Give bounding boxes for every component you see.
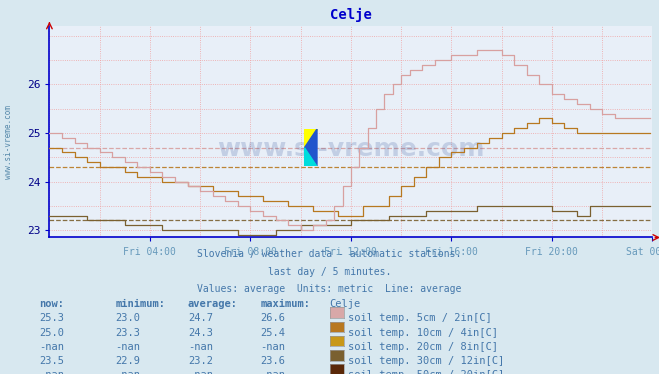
- Text: 23.5: 23.5: [40, 356, 65, 366]
- Text: -nan: -nan: [40, 342, 65, 352]
- Text: soil temp. 5cm / 2in[C]: soil temp. 5cm / 2in[C]: [348, 313, 492, 324]
- Text: 23.0: 23.0: [115, 313, 140, 324]
- Text: soil temp. 20cm / 8in[C]: soil temp. 20cm / 8in[C]: [348, 342, 498, 352]
- Text: Slovenia / weather data - automatic stations.: Slovenia / weather data - automatic stat…: [197, 249, 462, 259]
- Text: -nan: -nan: [188, 342, 213, 352]
- Text: 25.0: 25.0: [40, 328, 65, 338]
- Text: 23.2: 23.2: [188, 356, 213, 366]
- Text: soil temp. 10cm / 4in[C]: soil temp. 10cm / 4in[C]: [348, 328, 498, 338]
- Text: -nan: -nan: [260, 370, 285, 374]
- Text: last day / 5 minutes.: last day / 5 minutes.: [268, 267, 391, 278]
- Text: now:: now:: [40, 299, 65, 309]
- Text: Values: average  Units: metric  Line: average: Values: average Units: metric Line: aver…: [197, 284, 462, 294]
- Text: 23.3: 23.3: [115, 328, 140, 338]
- Text: -nan: -nan: [260, 342, 285, 352]
- Polygon shape: [304, 129, 317, 148]
- Text: -nan: -nan: [115, 370, 140, 374]
- Text: www.si-vreme.com: www.si-vreme.com: [217, 137, 484, 161]
- Text: 26.6: 26.6: [260, 313, 285, 324]
- Polygon shape: [304, 148, 317, 166]
- Text: minimum:: minimum:: [115, 299, 165, 309]
- Text: -nan: -nan: [188, 370, 213, 374]
- Text: soil temp. 30cm / 12in[C]: soil temp. 30cm / 12in[C]: [348, 356, 504, 366]
- Text: -nan: -nan: [115, 342, 140, 352]
- Title: Celje: Celje: [330, 8, 372, 22]
- Polygon shape: [304, 129, 317, 166]
- Text: 22.9: 22.9: [115, 356, 140, 366]
- Text: 24.7: 24.7: [188, 313, 213, 324]
- Text: 24.3: 24.3: [188, 328, 213, 338]
- Text: www.si-vreme.com: www.si-vreme.com: [4, 105, 13, 179]
- Text: Celje: Celje: [330, 299, 360, 309]
- Text: 25.3: 25.3: [40, 313, 65, 324]
- Text: -nan: -nan: [40, 370, 65, 374]
- Text: maximum:: maximum:: [260, 299, 310, 309]
- Text: average:: average:: [188, 299, 238, 309]
- Text: soil temp. 50cm / 20in[C]: soil temp. 50cm / 20in[C]: [348, 370, 504, 374]
- Text: 25.4: 25.4: [260, 328, 285, 338]
- Text: 23.6: 23.6: [260, 356, 285, 366]
